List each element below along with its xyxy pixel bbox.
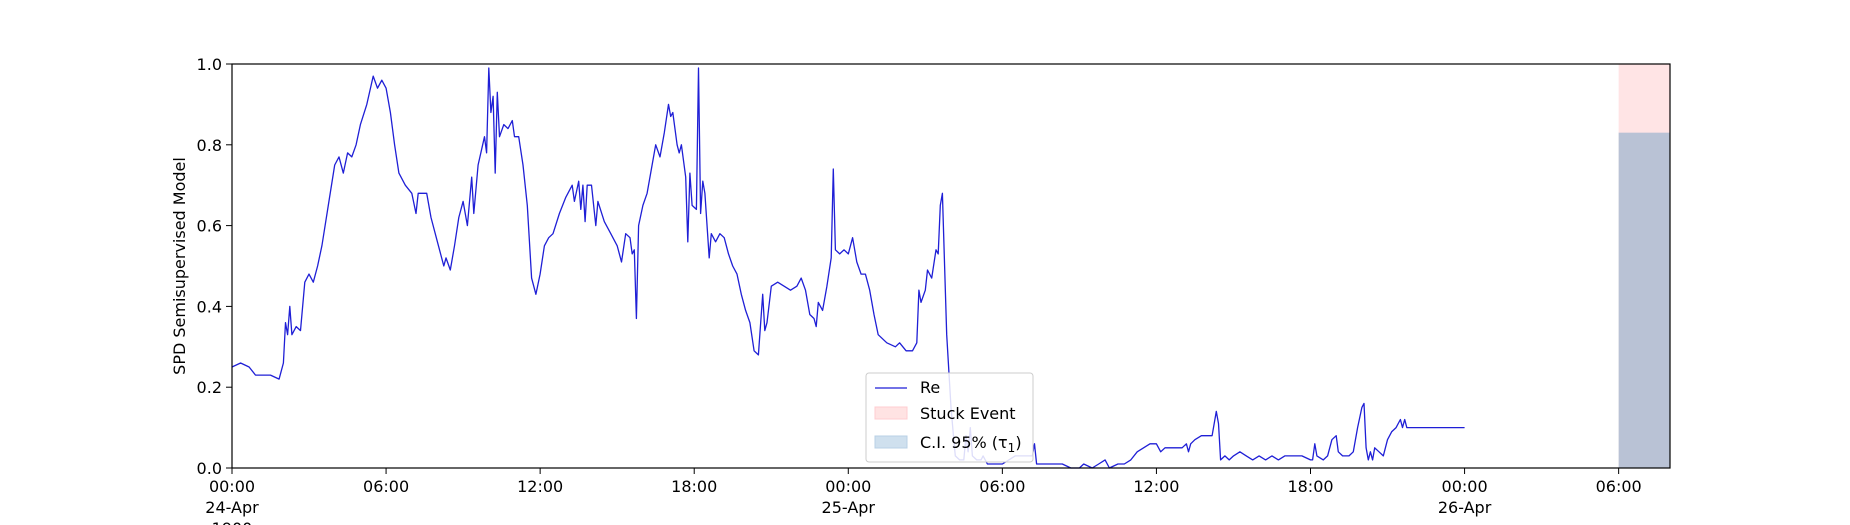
x-tick-label: 06:00 bbox=[1596, 477, 1642, 496]
x-tick-label: 00:00 bbox=[825, 477, 871, 496]
series-group bbox=[231, 67, 1465, 469]
shaded-region-c-i-95 bbox=[1618, 132, 1670, 468]
y-tick-label: 0.0 bbox=[197, 459, 222, 478]
x-tick-date-label: 26-Apr bbox=[1438, 498, 1492, 517]
legend-label-stuck-event: Stuck Event bbox=[920, 404, 1016, 423]
legend-label-ci-main: C.I. 95% (τ bbox=[920, 433, 1008, 452]
legend-frame bbox=[865, 372, 1034, 463]
legend-label-ci-suffix: ) bbox=[1015, 433, 1021, 452]
plot-frame bbox=[231, 63, 1671, 469]
legend-patch-stuck-event bbox=[874, 406, 908, 420]
x-tick-label: 00:00 bbox=[1442, 477, 1488, 496]
y-tick-label: 0.6 bbox=[197, 217, 222, 236]
x-tick-year-label: 1900 bbox=[212, 519, 253, 525]
y-axis: 0.0 0.2 0.4 0.6 0.8 1.0 bbox=[197, 55, 232, 478]
legend-label-ci-sub: 1 bbox=[1008, 441, 1016, 455]
x-tick-label: 12:00 bbox=[517, 477, 563, 496]
x-tick-label: 06:00 bbox=[363, 477, 409, 496]
y-tick-label: 0.4 bbox=[197, 297, 222, 316]
legend-label-re: Re bbox=[920, 378, 940, 397]
x-tick-label: 12:00 bbox=[1133, 477, 1179, 496]
y-tick-label: 0.8 bbox=[197, 136, 222, 155]
x-axis: 00:00 24-Apr 1900 06:00 12:00 18:00 00:00 25-Ap… bbox=[205, 468, 1642, 525]
legend: Re Stuck Event C.I. 95% (τ1) bbox=[865, 372, 1034, 463]
x-tick-label: 00:00 bbox=[209, 477, 255, 496]
x-tick-date-label: 25-Apr bbox=[822, 498, 876, 517]
y-tick-label: 1.0 bbox=[197, 55, 222, 74]
y-axis-label: SPD Semisupervised Model bbox=[170, 157, 189, 375]
x-tick-date-label: 24-Apr bbox=[205, 498, 259, 517]
shaded-regions bbox=[1618, 64, 1670, 468]
y-tick-label: 0.2 bbox=[197, 378, 222, 397]
legend-patch-ci bbox=[874, 435, 908, 449]
x-tick-label: 06:00 bbox=[979, 477, 1025, 496]
x-tick-label: 18:00 bbox=[1287, 477, 1333, 496]
legend-label-ci: C.I. 95% (τ1) bbox=[920, 433, 1022, 455]
series-line-re bbox=[231, 67, 1465, 469]
x-tick-label: 18:00 bbox=[671, 477, 717, 496]
